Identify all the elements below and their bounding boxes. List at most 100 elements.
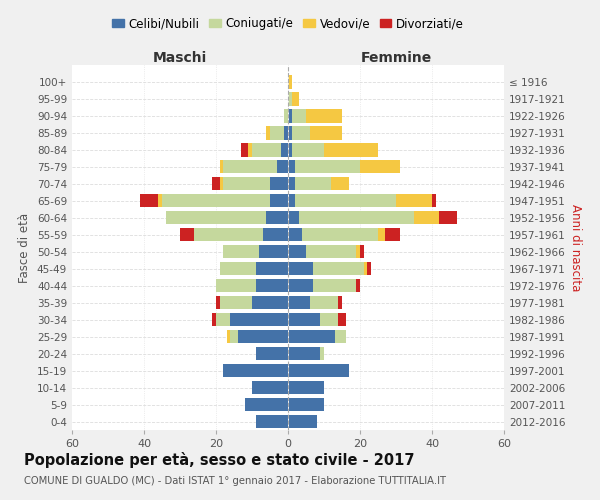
Bar: [414, 211, 439, 224]
Bar: [306, 110, 342, 122]
Text: Femmine: Femmine: [361, 51, 431, 65]
Bar: [288, 279, 313, 292]
Bar: [216, 279, 256, 292]
Bar: [338, 313, 346, 326]
Bar: [220, 262, 256, 276]
Bar: [238, 330, 288, 343]
Bar: [356, 245, 360, 258]
Bar: [270, 177, 288, 190]
Bar: [292, 144, 324, 156]
Bar: [288, 194, 295, 207]
Y-axis label: Anni di nascita: Anni di nascita: [569, 204, 582, 291]
Bar: [259, 245, 288, 258]
Bar: [180, 228, 194, 241]
Legend: Celibi/Nubili, Coniugati/e, Vedovi/e, Divorziati/e: Celibi/Nubili, Coniugati/e, Vedovi/e, Di…: [107, 12, 469, 35]
Bar: [288, 110, 292, 122]
Text: COMUNE DI GUALDO (MC) - Dati ISTAT 1° gennaio 2017 - Elaborazione TUTTITALIA.IT: COMUNE DI GUALDO (MC) - Dati ISTAT 1° ge…: [24, 476, 446, 486]
Bar: [338, 296, 342, 310]
Bar: [284, 110, 288, 122]
Bar: [256, 415, 288, 428]
Bar: [310, 126, 342, 140]
Bar: [288, 177, 295, 190]
Bar: [288, 228, 302, 241]
Bar: [378, 228, 385, 241]
Bar: [266, 126, 270, 140]
Bar: [288, 211, 299, 224]
Bar: [266, 211, 288, 224]
Bar: [288, 245, 306, 258]
Bar: [432, 194, 436, 207]
Bar: [288, 398, 324, 411]
Bar: [288, 144, 292, 156]
Bar: [227, 330, 230, 343]
Bar: [216, 296, 220, 310]
Bar: [313, 262, 364, 276]
Bar: [310, 296, 338, 310]
Bar: [288, 364, 349, 377]
Bar: [252, 381, 288, 394]
Bar: [299, 211, 414, 224]
Bar: [288, 262, 313, 276]
Bar: [194, 228, 263, 241]
Bar: [295, 177, 331, 190]
Bar: [288, 296, 310, 310]
Bar: [288, 313, 320, 326]
Bar: [335, 330, 346, 343]
Bar: [256, 347, 288, 360]
Bar: [220, 177, 223, 190]
Bar: [223, 160, 277, 173]
Bar: [320, 313, 338, 326]
Bar: [356, 279, 360, 292]
Bar: [220, 160, 223, 173]
Bar: [288, 347, 320, 360]
Bar: [302, 228, 378, 241]
Bar: [360, 160, 400, 173]
Bar: [288, 330, 335, 343]
Bar: [270, 194, 288, 207]
Y-axis label: Fasce di età: Fasce di età: [19, 212, 31, 282]
Bar: [223, 364, 288, 377]
Bar: [306, 245, 356, 258]
Bar: [230, 330, 238, 343]
Bar: [241, 144, 248, 156]
Bar: [288, 415, 317, 428]
Bar: [313, 279, 356, 292]
Bar: [245, 398, 288, 411]
Text: Popolazione per età, sesso e stato civile - 2017: Popolazione per età, sesso e stato civil…: [24, 452, 415, 468]
Bar: [162, 194, 270, 207]
Bar: [256, 262, 288, 276]
Bar: [281, 144, 288, 156]
Bar: [223, 177, 270, 190]
Bar: [212, 313, 216, 326]
Bar: [292, 110, 306, 122]
Bar: [284, 126, 288, 140]
Bar: [288, 160, 295, 173]
Bar: [252, 296, 288, 310]
Bar: [360, 245, 364, 258]
Bar: [166, 211, 266, 224]
Bar: [216, 313, 230, 326]
Bar: [364, 262, 367, 276]
Bar: [158, 194, 162, 207]
Bar: [140, 194, 158, 207]
Bar: [277, 160, 288, 173]
Bar: [212, 177, 220, 190]
Bar: [439, 211, 457, 224]
Bar: [396, 194, 432, 207]
Bar: [230, 313, 288, 326]
Bar: [288, 92, 292, 106]
Bar: [263, 228, 288, 241]
Bar: [385, 228, 400, 241]
Bar: [295, 194, 396, 207]
Bar: [270, 126, 284, 140]
Bar: [367, 262, 371, 276]
Bar: [220, 296, 252, 310]
Bar: [292, 92, 299, 106]
Bar: [331, 177, 349, 190]
Bar: [320, 347, 324, 360]
Bar: [252, 144, 281, 156]
Text: Maschi: Maschi: [153, 51, 207, 65]
Bar: [223, 245, 259, 258]
Bar: [324, 144, 378, 156]
Bar: [292, 126, 310, 140]
